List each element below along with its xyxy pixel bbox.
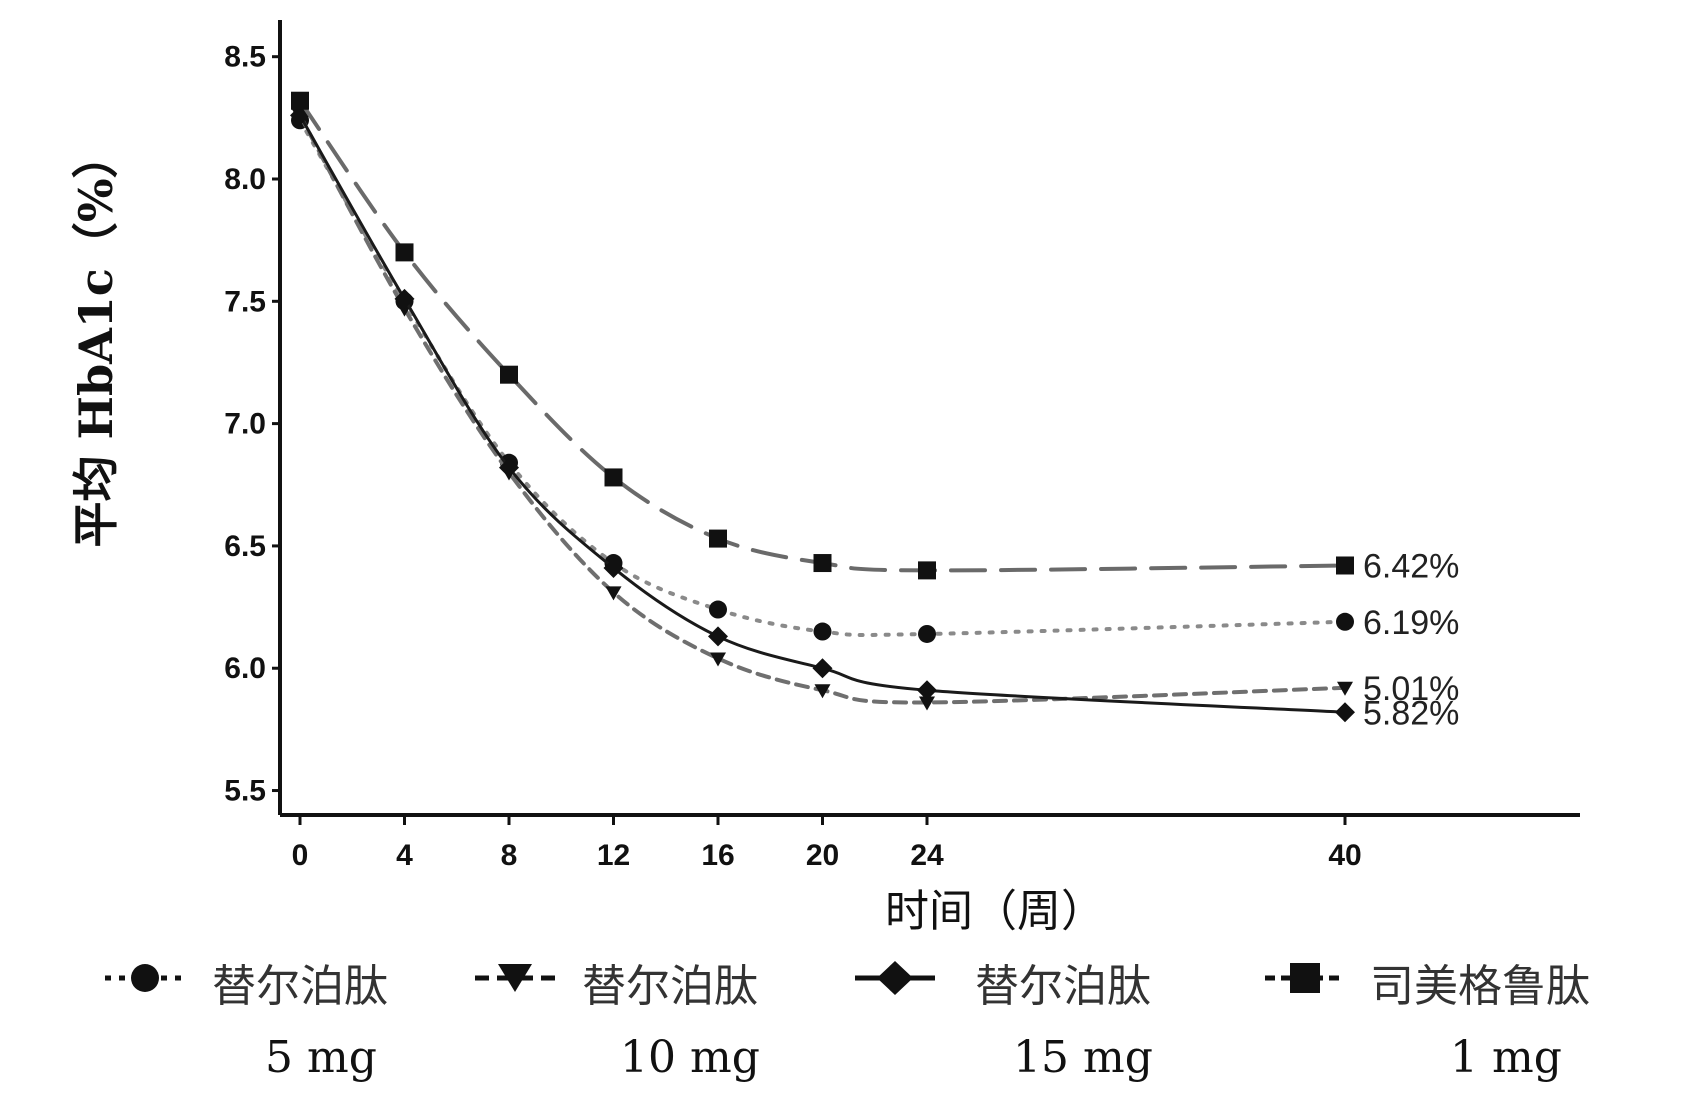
end-labels: 6.19% 5.01%5.82% 6.42% (1363, 547, 1459, 732)
axes (272, 20, 1580, 825)
data-point (709, 529, 727, 548)
x-tick-label: 8 (501, 839, 518, 872)
end-value-label: 6.42% (1363, 547, 1459, 585)
data-point (499, 457, 519, 478)
series-2 (292, 109, 1353, 711)
series-group (290, 91, 1355, 723)
x-tick-label: 16 (701, 839, 734, 872)
legend-name-1: 替尔泊肽 (212, 961, 388, 1012)
data-point (1335, 702, 1355, 723)
legend-square-marker (1265, 963, 1345, 993)
x-tick-label: 0 (292, 839, 309, 872)
data-point (500, 365, 518, 384)
y-tick-label: 5.5 (224, 775, 266, 808)
legend-dose-3: 15 mg (1013, 1032, 1153, 1083)
data-point (919, 696, 935, 711)
legend-dose-1: 5 mg (265, 1032, 377, 1083)
series-3 (290, 105, 1355, 723)
y-tick-label: 7.5 (224, 285, 266, 318)
x-tick-label: 20 (806, 839, 839, 872)
x-tick-label: 40 (1328, 839, 1361, 872)
y-tick-label: 6.5 (224, 530, 266, 563)
y-tick-label: 6.0 (224, 652, 266, 685)
data-point (395, 243, 414, 262)
legend-dose-4: 1 mg (1450, 1032, 1562, 1083)
legend-name-3: 替尔泊肽 (975, 961, 1151, 1012)
data-point (1336, 556, 1354, 575)
y-tick-label: 7.0 (224, 408, 266, 441)
data-point (603, 557, 624, 578)
data-point (710, 652, 726, 667)
legend-diamond-marker (855, 961, 935, 995)
end-value-label: 5.01% (1363, 670, 1459, 708)
y-tick-label: 8.5 (224, 41, 266, 74)
legend-dose-2: 10 mg (620, 1032, 760, 1083)
legend-name-4: 司美格鲁肽 (1370, 961, 1590, 1012)
data-point (708, 626, 728, 647)
data-point (917, 680, 937, 701)
data-point (291, 91, 309, 110)
series-line (298, 113, 1347, 705)
data-point (918, 561, 936, 580)
data-point (1337, 681, 1353, 696)
x-tick-label: 4 (396, 839, 413, 872)
legend-name-2: 替尔泊肽 (582, 961, 758, 1012)
data-point (813, 554, 832, 573)
legend-circle-marker (105, 964, 185, 992)
data-point (814, 684, 831, 699)
data-point (394, 288, 415, 309)
end-value-label: 5.82% (1363, 694, 1459, 732)
tick-labels: 5.5 6.0 6.5 7.0 7.5 8.0 8.5 0 4 8 12 16 20 24 40 (224, 41, 1361, 872)
data-point (709, 600, 727, 619)
y-axis-label: 平均 HbA1c（%） (69, 132, 123, 547)
legend: 替尔泊肽 5 mg 替尔泊肽 10 mg 替尔泊肽 15 mg 司美格鲁肽 1 … (0, 940, 1695, 1110)
data-point (605, 586, 622, 601)
x-tick-label: 24 (910, 839, 944, 872)
x-tick-label: 12 (597, 839, 630, 872)
series-line (298, 98, 1347, 573)
x-axis-label: 时间（周） (885, 886, 1105, 937)
data-point (1336, 612, 1354, 631)
y-tick-label: 8.0 (224, 163, 266, 196)
legend-triangle-marker (475, 964, 555, 992)
data-point (813, 622, 832, 641)
data-point (812, 658, 833, 679)
series-line (298, 113, 1347, 714)
data-point (604, 468, 623, 487)
data-point (918, 624, 936, 643)
series-4 (291, 91, 1354, 580)
hba1c-line-chart: 5.5 6.0 6.5 7.0 7.5 8.0 8.5 0 4 8 12 16 20 24 40 6.19%… (69, 20, 1580, 937)
end-value-label: 6.19% (1363, 604, 1459, 642)
